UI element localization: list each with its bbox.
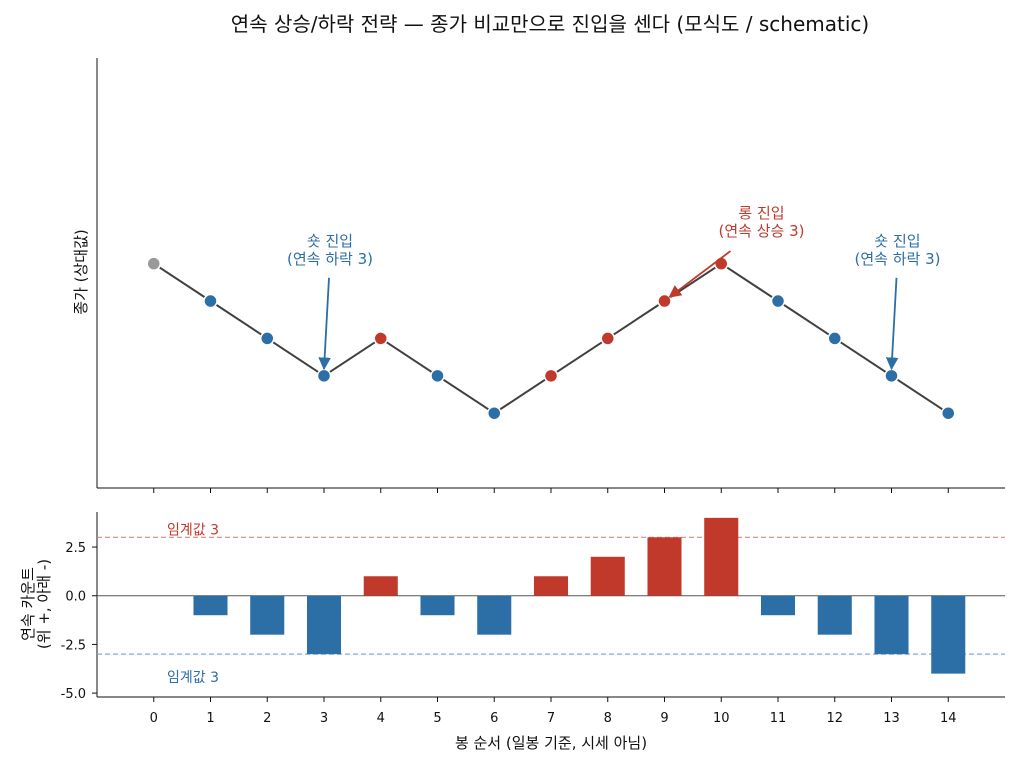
count-bar-8	[590, 556, 625, 596]
price-point-4	[373, 331, 388, 346]
price-panel: 종가 (상대값) 숏 진입(연속 하락 3)롱 진입(연속 상승 3)숏 진입(…	[72, 58, 1005, 493]
annotation-title-1: 롱 진입	[738, 204, 784, 222]
count-x-tick-label-8: 8	[604, 711, 612, 726]
count-x-tick-label-0: 0	[150, 711, 158, 726]
count-x-ticks: 0 1 2 3 4 5 6 7 8 9 10 11 12 13 14	[150, 697, 957, 726]
annotation-title-0: 숏 진입	[307, 232, 353, 250]
threshold-label-down: 임계값 3	[167, 670, 219, 686]
price-y-label: 종가 (상대값)	[72, 229, 90, 314]
count-x-tick-label-7: 7	[547, 711, 555, 726]
threshold-lines: 임계값 3 임계값 3	[97, 522, 1005, 686]
count-y-label-line2: (위 +, 아래 -)	[35, 559, 53, 649]
count-bar-5	[420, 595, 455, 616]
count-y-tick-label-3: 2.5	[65, 541, 86, 556]
chart-title: 연속 상승/하락 전략 — 종가 비교만으로 진입을 센다 (모식도 / sch…	[231, 12, 869, 36]
count-y-label-line1: 연속 카운트	[19, 567, 37, 641]
count-x-tick-label-4: 4	[377, 711, 385, 726]
annotation-arrow-0	[318, 277, 331, 371]
price-points	[146, 256, 956, 421]
price-point-0	[146, 256, 161, 271]
price-point-1	[203, 293, 218, 309]
count-bar-7	[533, 576, 569, 596]
price-point-6	[487, 405, 502, 421]
price-point-12	[827, 331, 842, 346]
count-x-tick-label-9: 9	[660, 711, 668, 726]
price-point-9	[657, 293, 672, 309]
count-bar-9	[647, 537, 682, 596]
count-bar-10	[704, 517, 739, 596]
price-point-3	[316, 368, 332, 384]
annotation-title-2: 숏 진입	[874, 232, 920, 250]
count-y-tick-label-0: -5.0	[61, 687, 86, 702]
count-bar-14	[931, 595, 966, 674]
count-x-tick-label-6: 6	[490, 711, 498, 726]
entry-annotations: 숏 진입(연속 하락 3)롱 진입(연속 상승 3)숏 진입(연속 하락 3)	[287, 204, 941, 371]
price-point-11	[770, 293, 786, 309]
count-y-tick-label-1: -2.5	[61, 638, 86, 653]
count-x-tick-label-1: 1	[206, 711, 214, 726]
count-x-tick-label-11: 11	[770, 711, 787, 726]
price-x-ticks	[153, 488, 949, 493]
count-x-tick-label-12: 12	[826, 711, 843, 726]
price-point-5	[430, 368, 445, 384]
count-y-ticks: -5.0 -2.5 0.0 2.5	[61, 541, 97, 702]
price-point-13	[884, 368, 899, 384]
annotation-detail-0: (연속 하락 3)	[287, 250, 373, 268]
count-bar-11	[760, 595, 796, 616]
annotation-detail-2: (연속 하락 3)	[855, 250, 941, 268]
count-x-tick-label-14: 14	[940, 711, 957, 726]
count-bar-4	[363, 576, 398, 596]
count-bars	[193, 517, 966, 674]
threshold-label-up: 임계값 3	[167, 522, 219, 538]
price-point-7	[543, 368, 559, 384]
price-point-14	[941, 405, 956, 421]
price-point-8	[600, 331, 615, 346]
count-y-tick-label-2: 0.0	[65, 590, 86, 605]
count-bar-1	[193, 595, 228, 616]
annotation-detail-1: (연속 상승 3)	[719, 222, 805, 240]
count-bar-6	[477, 595, 512, 635]
count-bar-12	[817, 595, 852, 635]
count-x-tick-label-3: 3	[320, 711, 328, 726]
count-x-tick-label-5: 5	[433, 711, 441, 726]
count-panel: -5.0-2.50.02.5 0 1 2 3 4 5 6 7 8 9 10 11 12 13 14 임계값 …	[19, 512, 1005, 752]
count-x-tick-label-2: 2	[263, 711, 271, 726]
count-bar-2	[250, 595, 285, 635]
price-point-2	[260, 331, 275, 346]
count-bar-3	[306, 595, 342, 655]
count-x-tick-label-10: 10	[713, 711, 730, 726]
count-x-tick-label-13: 13	[883, 711, 900, 726]
count-bar-13	[874, 595, 909, 655]
count-x-label: 봉 순서 (일봉 기준, 시세 아님)	[455, 734, 647, 752]
annotation-arrow-2	[885, 277, 899, 371]
annotation-arrow-1	[668, 250, 732, 298]
